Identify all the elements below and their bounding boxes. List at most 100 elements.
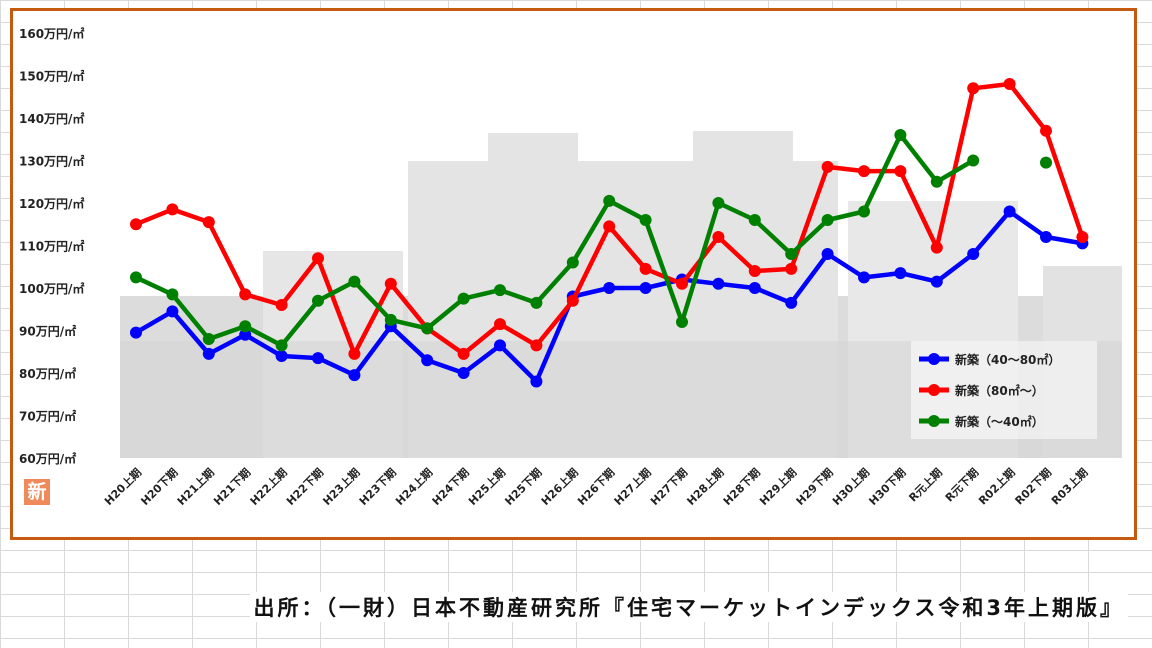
x-tick-label: H21上期 bbox=[174, 465, 217, 508]
x-tick-label: R03上期 bbox=[1048, 465, 1090, 507]
series-point bbox=[494, 284, 506, 297]
series-point bbox=[202, 347, 215, 360]
series-point bbox=[1003, 205, 1016, 218]
x-tick-label: H25下期 bbox=[502, 465, 545, 508]
series-point bbox=[457, 292, 470, 305]
series-point bbox=[639, 214, 652, 226]
y-tick-label: 130万円/㎡ bbox=[19, 154, 84, 169]
legend-label: 新築（80㎡～） bbox=[955, 383, 1044, 398]
x-tick-label: H20下期 bbox=[138, 465, 181, 508]
y-tick-label: 60万円/㎡ bbox=[19, 451, 76, 466]
x-tick-label: H21下期 bbox=[211, 465, 254, 508]
chart-frame: 60万円/㎡ 70万円/㎡ 80万円/㎡ 90万円/㎡ 100万円/㎡ 110万円/㎡ 12… bbox=[10, 8, 1137, 540]
line-chart: 60万円/㎡ 70万円/㎡ 80万円/㎡ 90万円/㎡ 100万円/㎡ 110万円/㎡ 12… bbox=[19, 26, 1122, 508]
y-tick-label: 110万円/㎡ bbox=[19, 239, 84, 254]
series-point bbox=[894, 165, 907, 178]
x-tick-label: H27上期 bbox=[611, 465, 654, 508]
x-tick-label: H22上期 bbox=[247, 465, 290, 508]
x-tick-label: H30上期 bbox=[829, 465, 872, 508]
backdrop-building-tower-left bbox=[488, 133, 578, 173]
series-point bbox=[894, 129, 907, 141]
series-point bbox=[603, 282, 616, 294]
x-tick-label: H28上期 bbox=[684, 465, 727, 508]
y-tick-label: 80万円/㎡ bbox=[19, 366, 76, 381]
legend-swatch-point bbox=[928, 353, 940, 365]
series-point bbox=[603, 220, 616, 233]
series-point bbox=[821, 214, 834, 226]
x-tick-label: H29上期 bbox=[757, 465, 800, 508]
x-tick-label: H22下期 bbox=[283, 465, 326, 508]
x-tick-label: R02下期 bbox=[1012, 465, 1054, 507]
series-point bbox=[202, 216, 215, 229]
series-point bbox=[930, 275, 943, 288]
x-tick-label: H23下期 bbox=[356, 465, 399, 508]
y-tick-label: 70万円/㎡ bbox=[19, 409, 76, 424]
series-point bbox=[748, 214, 761, 226]
series-point bbox=[530, 339, 543, 352]
series-point bbox=[348, 347, 361, 360]
series-point bbox=[566, 256, 579, 269]
new-badge: 新 bbox=[24, 479, 50, 505]
x-tick-label: H26下期 bbox=[575, 465, 618, 508]
series-point bbox=[202, 333, 215, 345]
y-tick-label: 160万円/㎡ bbox=[19, 26, 84, 41]
series-point bbox=[530, 296, 543, 309]
series-point bbox=[785, 248, 798, 260]
y-tick-label: 140万円/㎡ bbox=[19, 111, 84, 126]
series-point bbox=[821, 248, 834, 260]
x-tick-label: H25上期 bbox=[465, 465, 508, 508]
series-point bbox=[566, 294, 579, 307]
series-point bbox=[894, 267, 907, 280]
series-point bbox=[312, 294, 324, 307]
series-point bbox=[275, 299, 288, 311]
series-point bbox=[858, 271, 870, 284]
series-point bbox=[930, 241, 943, 254]
series-point bbox=[239, 328, 252, 341]
x-tick-label: H24上期 bbox=[393, 465, 436, 508]
series-point bbox=[930, 175, 943, 188]
source-note: 出所：（一財）日本不動産研究所『住宅マーケットインデックス令和3年上期版』 bbox=[249, 592, 1128, 622]
x-tick-label: H29下期 bbox=[793, 465, 836, 508]
series-point bbox=[1076, 231, 1089, 243]
series-point bbox=[239, 288, 252, 301]
series-point bbox=[348, 275, 361, 288]
series-point bbox=[494, 318, 506, 331]
legend-label: 新築（～40㎡） bbox=[955, 414, 1044, 429]
series-point bbox=[1040, 156, 1052, 169]
series-point bbox=[603, 194, 616, 207]
series-point bbox=[130, 218, 142, 231]
series-point bbox=[712, 231, 725, 243]
legend-swatch-point bbox=[928, 384, 940, 396]
series-point bbox=[821, 160, 834, 173]
series-point bbox=[166, 203, 179, 216]
series-point bbox=[1003, 78, 1016, 90]
legend-swatch-point bbox=[928, 415, 940, 427]
x-tick-label: H26上期 bbox=[538, 465, 581, 508]
series-point bbox=[967, 248, 980, 260]
series-point bbox=[639, 282, 652, 294]
x-tick-label: H23上期 bbox=[320, 465, 363, 508]
series-point bbox=[239, 320, 252, 333]
series-point bbox=[384, 277, 397, 290]
x-tick-label: H20上期 bbox=[101, 465, 144, 508]
series-point bbox=[748, 282, 761, 294]
series-point bbox=[639, 262, 652, 275]
series-point bbox=[421, 322, 434, 335]
series-point bbox=[1040, 231, 1052, 243]
series-point bbox=[676, 277, 688, 290]
series-point bbox=[676, 316, 688, 328]
series-point bbox=[166, 288, 179, 301]
x-tick-label: R元上期 bbox=[906, 465, 945, 504]
series-point bbox=[494, 339, 506, 352]
series-point bbox=[130, 326, 142, 339]
series-point bbox=[530, 375, 543, 388]
y-tick-label: 150万円/㎡ bbox=[19, 69, 84, 84]
series-point bbox=[1040, 124, 1052, 137]
series-point bbox=[785, 296, 798, 309]
series-point bbox=[166, 305, 179, 318]
series-point bbox=[858, 165, 870, 178]
series-point bbox=[275, 339, 288, 352]
series-point bbox=[967, 154, 980, 167]
series-point bbox=[348, 369, 361, 382]
legend-label: 新築（40～80㎡） bbox=[955, 352, 1060, 367]
